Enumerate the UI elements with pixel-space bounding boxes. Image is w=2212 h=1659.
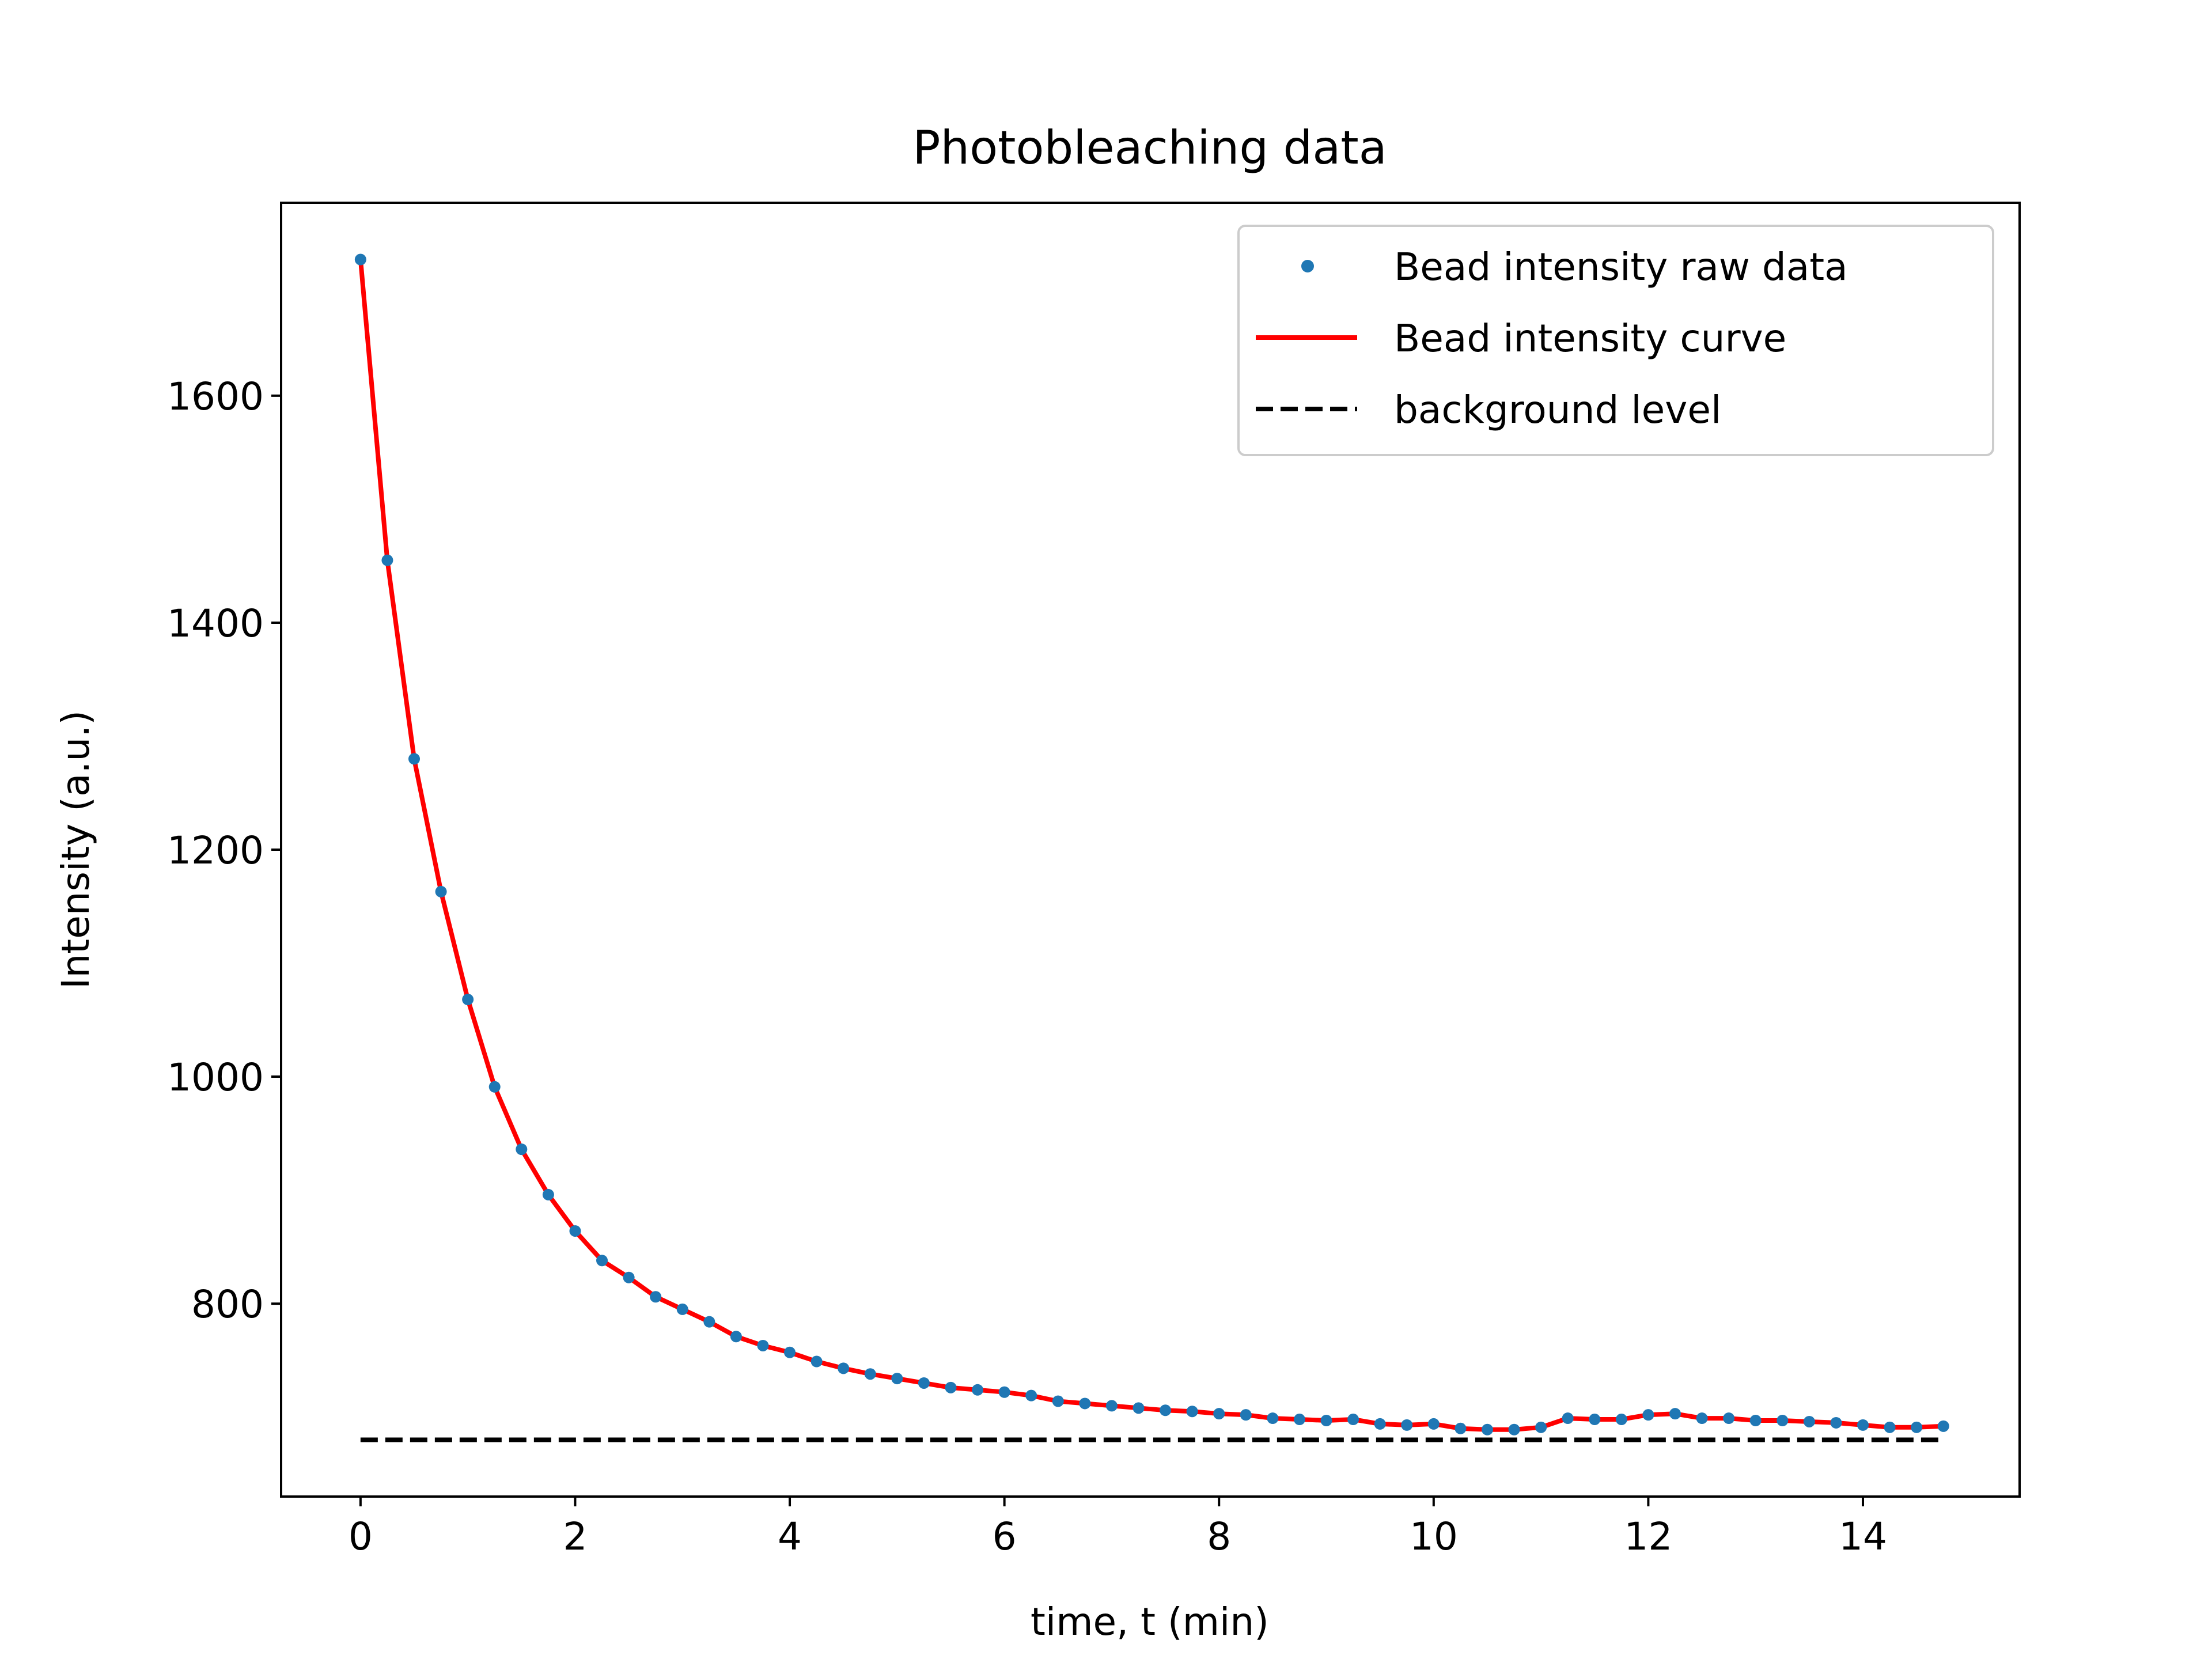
x-axis-label: time, t (min) xyxy=(1031,1600,1269,1644)
raw-data-point xyxy=(462,994,474,1006)
x-tick-label: 0 xyxy=(349,1514,373,1559)
raw-data-point xyxy=(891,1373,903,1385)
raw-data-point xyxy=(435,885,447,897)
raw-data-point xyxy=(516,1143,528,1156)
raw-data-point xyxy=(1160,1404,1172,1416)
raw-data-point xyxy=(1696,1412,1708,1425)
raw-data-point xyxy=(1132,1402,1145,1414)
raw-data-point xyxy=(1884,1421,1896,1433)
y-tick-label: 1000 xyxy=(167,1055,264,1100)
x-tick-label: 4 xyxy=(778,1514,802,1559)
raw-data-point xyxy=(1320,1414,1332,1426)
raw-data-point xyxy=(1240,1409,1252,1421)
raw-data-point xyxy=(650,1291,662,1303)
legend-label-background: background level xyxy=(1394,388,1721,432)
legend-marker-raw xyxy=(1301,260,1314,272)
raw-data-point xyxy=(596,1255,608,1267)
raw-data-point xyxy=(1374,1418,1386,1430)
raw-data-point xyxy=(945,1381,957,1393)
raw-data-point xyxy=(1937,1420,1949,1432)
raw-data-point xyxy=(1455,1422,1467,1434)
plot-area xyxy=(354,253,1949,1442)
raw-data-point xyxy=(1267,1412,1279,1425)
raw-data-point xyxy=(408,753,421,765)
raw-data-point xyxy=(757,1339,769,1351)
raw-data-point xyxy=(676,1303,688,1315)
y-tick-label: 1400 xyxy=(167,601,264,646)
raw-data-point xyxy=(838,1362,850,1374)
raw-data-point xyxy=(998,1386,1010,1398)
x-tick-label: 6 xyxy=(993,1514,1017,1559)
raw-data-point xyxy=(1723,1412,1735,1425)
raw-data-point xyxy=(918,1377,930,1389)
y-tick-label: 800 xyxy=(191,1282,264,1327)
legend-label-curve: Bead intensity curve xyxy=(1394,316,1786,361)
raw-data-point xyxy=(1535,1421,1547,1433)
legend-label-raw: Bead intensity raw data xyxy=(1394,245,1848,289)
x-tick-label: 2 xyxy=(563,1514,587,1559)
x-tick-label: 10 xyxy=(1410,1514,1458,1559)
raw-data-point xyxy=(354,253,366,266)
y-tick-label: 1200 xyxy=(167,828,264,873)
raw-data-point xyxy=(1803,1415,1815,1427)
raw-data-point xyxy=(730,1331,742,1343)
raw-data-point xyxy=(1186,1406,1198,1418)
raw-data-point xyxy=(1830,1416,1842,1429)
x-tick-label: 14 xyxy=(1839,1514,1887,1559)
raw-data-point xyxy=(1481,1423,1493,1435)
y-tick-label: 1600 xyxy=(167,374,264,419)
raw-data-point xyxy=(569,1225,581,1237)
raw-data-point xyxy=(1562,1412,1574,1425)
legend-box xyxy=(1237,225,1994,456)
raw-data-point xyxy=(542,1188,554,1200)
raw-data-point xyxy=(488,1081,501,1093)
raw-data-point xyxy=(1079,1397,1091,1410)
y-axis-label: Intensity (a.u.) xyxy=(54,710,98,989)
raw-data-point xyxy=(1025,1389,1037,1402)
raw-data-point xyxy=(1052,1395,1064,1407)
raw-data-point xyxy=(1293,1414,1305,1426)
raw-data-point xyxy=(1213,1408,1225,1420)
raw-data-point xyxy=(1589,1414,1601,1426)
raw-data-point xyxy=(1105,1400,1118,1412)
raw-data-point xyxy=(381,554,393,566)
raw-data-point xyxy=(1669,1408,1681,1420)
raw-data-point xyxy=(623,1271,635,1283)
raw-data-point xyxy=(810,1355,823,1368)
raw-data-point xyxy=(1777,1414,1789,1426)
raw-data-point xyxy=(864,1368,876,1380)
y-axis: 800 1000 1200 1400 1600 xyxy=(167,374,281,1327)
raw-data-point xyxy=(1508,1423,1520,1435)
raw-data-point xyxy=(1911,1421,1923,1433)
raw-data-point xyxy=(784,1346,796,1358)
raw-data-point xyxy=(1427,1418,1440,1430)
chart-title: Photobleaching data xyxy=(912,121,1387,175)
raw-data-point xyxy=(1642,1409,1654,1421)
x-tick-label: 8 xyxy=(1207,1514,1231,1559)
x-axis: 0 2 4 6 8 10 12 14 xyxy=(349,1497,1887,1559)
raw-data-point xyxy=(1857,1419,1869,1431)
bead-intensity-raw-series xyxy=(354,253,1949,1435)
raw-data-point xyxy=(1615,1414,1627,1426)
raw-data-point xyxy=(1401,1419,1413,1431)
raw-data-point xyxy=(703,1316,715,1328)
raw-data-point xyxy=(1347,1414,1359,1426)
raw-data-point xyxy=(1749,1414,1762,1426)
x-tick-label: 12 xyxy=(1624,1514,1672,1559)
raw-data-point xyxy=(972,1384,984,1396)
legend: Bead intensity raw data Bead intensity c… xyxy=(1237,225,1994,456)
